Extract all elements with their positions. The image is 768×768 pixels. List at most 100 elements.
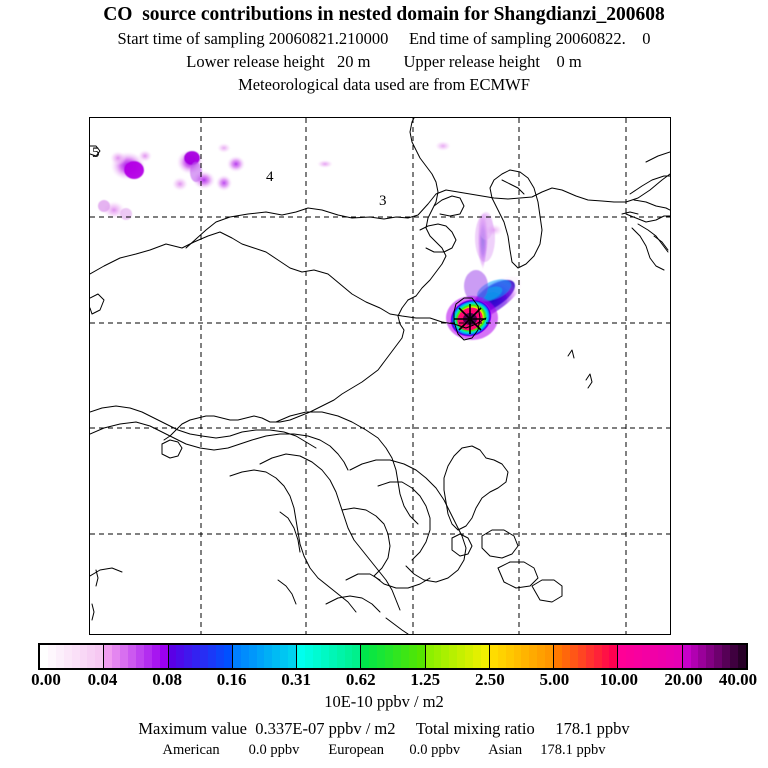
colorbar-step: [489, 645, 498, 668]
colorbar-step: [208, 645, 216, 668]
release-height-line: Lower release height 20 m Upper release …: [186, 52, 582, 71]
colorbar-step: [497, 645, 506, 668]
colorbar-step: [120, 645, 128, 668]
colorbar-step: [63, 645, 72, 668]
colorbar-step: [593, 645, 602, 668]
colorbar-step: [223, 645, 232, 668]
colorbar-segment-cyan-green: [297, 645, 362, 668]
colorbar-step: [312, 645, 321, 668]
colorbar-step: [385, 645, 393, 668]
colorbar-tick-0: 0.00: [31, 670, 61, 689]
colorbar-step: [288, 645, 297, 668]
colorbar-step: [521, 645, 530, 668]
colorbar-step: [465, 645, 474, 668]
colorbar-step: [184, 645, 193, 668]
colorbar-step: [425, 645, 434, 668]
map-label-3: 3: [379, 193, 387, 209]
colorbar-step: [40, 645, 48, 668]
colorbar-step: [240, 645, 249, 668]
colorbar-segment-green-yellow: [425, 645, 490, 668]
colorbar-step: [352, 645, 361, 668]
colorbar-segment-violet-blue: [168, 645, 233, 668]
colorbar-segment-orange-red: [554, 645, 619, 668]
colorbar-tick-6: 1.25: [410, 670, 441, 689]
colorbar-step: [529, 645, 538, 668]
colorbar-tick-9: 10.00: [599, 670, 639, 689]
colorbar-tick-2: 0.08: [152, 670, 182, 689]
colorbar-tick-7: 2.50: [474, 670, 505, 689]
colorbar-tick-5: 0.62: [345, 670, 376, 689]
colorbar-step: [441, 645, 450, 668]
colorbar-step: [256, 645, 265, 668]
colorbar-step: [545, 645, 554, 668]
colorbar-step: [392, 645, 401, 668]
colorbar-step: [585, 645, 594, 668]
colorbar-step: [449, 645, 458, 668]
colorbar-tick-10: 20.00: [664, 670, 703, 689]
page-title: CO source contributions in nested domain…: [103, 4, 665, 25]
colorbar-step: [104, 645, 113, 668]
colorbar-step: [714, 645, 723, 668]
colorbar-step: [416, 645, 425, 668]
colorbar-segment-green: [361, 645, 426, 668]
colorbar-step: [690, 645, 699, 668]
colorbar-step: [457, 645, 466, 668]
map-canvas: [90, 118, 670, 634]
colorbar-step: [665, 645, 674, 668]
colorbar-segment-white-to-pink: [40, 645, 105, 668]
colorbar-step: [232, 645, 241, 668]
colorbar-step: [657, 645, 666, 668]
colorbar-gradient[interactable]: [38, 643, 748, 670]
colorbar-step: [601, 645, 610, 668]
colorbar-tick-labels: 0.00 0.04 0.08 0.16 0.31 0.62 1.25 2.50 5.00 10.0…: [0, 670, 768, 692]
colorbar-step: [280, 645, 289, 668]
map-coastlines: [90, 118, 670, 634]
colorbar-step: [361, 645, 370, 668]
colorbar-step: [377, 645, 386, 668]
colorbar-step: [722, 645, 731, 668]
colorbar-step: [698, 645, 707, 668]
colorbar-step: [626, 645, 635, 668]
meteorology-line: Meteorological data used are from ECMWF: [238, 75, 530, 94]
colorbar-step: [159, 645, 168, 668]
release-site-marker: [454, 304, 486, 334]
colorbar-segment-magenta: [104, 645, 169, 668]
colorbar-tick-4: 0.31: [281, 670, 312, 689]
colorbar-step: [554, 645, 563, 668]
colorbar-step: [95, 645, 104, 668]
colorbar-step: [71, 645, 80, 668]
colorbar-tick-1: 0.04: [87, 670, 118, 689]
colorbar-segment-purple-dark: [682, 645, 746, 668]
colorbar-step: [650, 645, 658, 668]
footer-summary-line: Maximum value 0.337E-07 ppbv / m2 Total …: [138, 719, 630, 738]
colorbar-step: [577, 645, 586, 668]
colorbar-step: [215, 645, 224, 668]
colorbar[interactable]: [38, 643, 748, 670]
colorbar-segment-yellow-orange: [489, 645, 555, 668]
colorbar-step: [537, 645, 546, 668]
colorbar-step: [738, 645, 746, 668]
colorbar-step: [569, 645, 578, 668]
colorbar-step: [143, 645, 152, 668]
colorbar-step: [682, 645, 691, 668]
colorbar-step: [513, 645, 522, 668]
colorbar-step: [112, 645, 121, 668]
colorbar-step: [87, 645, 96, 668]
colorbar-step: [328, 645, 337, 668]
colorbar-tick-3: 0.16: [216, 670, 247, 689]
colorbar-step: [706, 645, 715, 668]
colorbar-step: [673, 645, 682, 668]
colorbar-step: [320, 645, 329, 668]
colorbar-segment-pink-magenta: [618, 645, 683, 668]
colorbar-step: [480, 645, 489, 668]
map-plot-area[interactable]: 5 4 3: [89, 117, 671, 635]
colorbar-step: [151, 645, 160, 668]
colorbar-step: [272, 645, 281, 668]
colorbar-step: [297, 645, 305, 668]
colorbar-step: [168, 645, 177, 668]
colorbar-step: [176, 645, 185, 668]
colorbar-step: [304, 645, 313, 668]
colorbar-tick-8: 5.00: [539, 670, 570, 689]
header-block: CO source contributions in nested domain…: [0, 0, 768, 96]
colorbar-step: [609, 645, 618, 668]
